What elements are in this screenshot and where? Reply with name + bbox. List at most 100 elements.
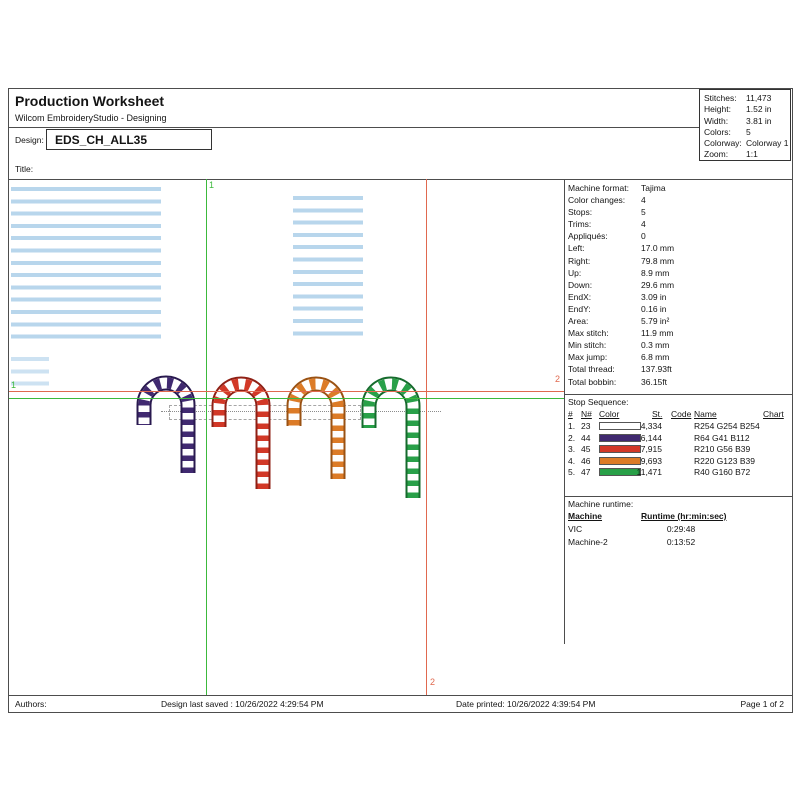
faint-design-info-small — [11, 357, 49, 391]
thread-color-swatch — [599, 456, 641, 465]
stop-row-stitches: 7,915 — [640, 444, 662, 455]
machine-info-label: Right: — [568, 255, 591, 266]
candy-cane-green — [361, 376, 421, 498]
machine-info-row: Color changes: 4 — [568, 195, 792, 207]
stop-row-number: 1. — [568, 421, 576, 431]
content-divider — [9, 179, 792, 180]
summary-label: Colors: — [704, 126, 731, 137]
summary-row: Height: 1.52 in — [700, 104, 790, 115]
stop-col-st: St. — [652, 409, 663, 419]
machine-info-label: Color changes: — [568, 195, 626, 206]
footer-divider — [9, 695, 792, 696]
machine-info-row: Down: 29.6 mm — [568, 280, 792, 292]
machine-info-value: 3.09 in — [641, 291, 667, 302]
machine-info-label: Total thread: — [568, 364, 615, 375]
machine-info-row: EndX: 3.09 in — [568, 292, 792, 304]
stop-sequence-row: 4. 46 9,693 R220 G123 B39 — [568, 456, 792, 468]
stop-row-color-name: R220 G123 B39 — [694, 455, 755, 466]
stop-row-number: 5. — [568, 467, 576, 478]
stop-sequence-row: 5. 47 11,471 R40 G160 B72 — [568, 467, 792, 479]
summary-label: Stitches: — [704, 93, 737, 103]
title-label: Title: — [15, 164, 34, 174]
stop-sequence-title: Stop Sequence: — [568, 397, 629, 407]
machine-info-row: EndY: 0.16 in — [568, 304, 792, 316]
summary-row: Stitches: 11,473 — [700, 93, 790, 104]
machine-info-row: Up: 8.9 mm — [568, 268, 792, 280]
thread-color-swatch — [599, 468, 641, 477]
machine-info-value: 8.9 mm — [641, 267, 670, 278]
candy-cane-orange — [286, 376, 346, 479]
machine-info-label: Min stitch: — [568, 340, 607, 351]
machine-info-value: 11.9 mm — [641, 328, 674, 339]
summary-label: Width: — [704, 115, 729, 126]
stop-row-stitches: 4,334 — [640, 421, 662, 431]
machine-info-row: Max jump: 6.8 mm — [568, 352, 792, 364]
machine-info-row: Left: 17.0 mm — [568, 243, 792, 255]
stop-sequence-row: 1. 23 4,334 R254 G254 B254 — [568, 421, 792, 433]
stop-col-num: # — [568, 409, 573, 419]
date-printed-text: Date printed: 10/26/2022 4:39:54 PM — [456, 699, 596, 709]
stop-row-stitches: 6,144 — [640, 432, 662, 443]
machine-info-label: Max stitch: — [568, 328, 609, 339]
stop-col-n: N# — [581, 409, 592, 419]
runtime-col-runtime: Runtime (hr:min:sec) — [641, 511, 727, 521]
stop-col-code: Code — [671, 409, 692, 419]
authors-label: Authors: — [15, 699, 47, 709]
summary-label: Colorway: — [704, 138, 742, 149]
machine-info-label: Stops: — [568, 207, 593, 218]
thread-color-swatch — [599, 422, 641, 430]
machine-info-row: Total thread: 137.93ft — [568, 364, 792, 376]
page-subtitle: Wilcom EmbroideryStudio - Designing — [15, 113, 167, 123]
machine-info-value: 6.8 mm — [641, 352, 670, 363]
summary-row: Width: 3.81 in — [700, 116, 790, 127]
machine-info-row: Max stitch: 11.9 mm — [568, 328, 792, 340]
machine-info-label: EndX: — [568, 291, 592, 302]
stop-row-stitches: 9,693 — [640, 455, 662, 466]
machine-info-row: Machine format: Tajima — [568, 183, 792, 195]
machine-info-label: Max jump: — [568, 352, 608, 363]
stop-sequence-row: 3. 45 7,915 R210 G56 B39 — [568, 444, 792, 456]
guide-2-vertical-line — [426, 179, 427, 695]
embroidery-design-canvas — [136, 375, 421, 498]
runtime-value: 0:29:48 — [666, 524, 696, 534]
page-title: Production Worksheet — [15, 93, 165, 109]
machine-info-label: Trims: — [568, 219, 592, 230]
panel-divider — [564, 179, 565, 644]
design-name-box: EDS_CH_ALL35 — [46, 129, 212, 150]
stop-row-number: 3. — [568, 444, 576, 455]
machine-info-label: Down: — [568, 279, 593, 290]
machine-info-row: Appliqués: 0 — [568, 231, 792, 243]
candy-cane-red — [211, 376, 271, 489]
stop-row-color-name: R40 G160 B72 — [694, 467, 751, 478]
last-saved-text: Design last saved : 10/26/2022 4:29:54 P… — [161, 699, 324, 709]
design-label: Design: — [15, 135, 44, 145]
machine-info-value: 137.93ft — [641, 364, 672, 375]
summary-value: 3.81 in — [746, 115, 772, 126]
stop-row-needle: 46 — [581, 455, 591, 466]
summary-value: 1:1 — [746, 149, 758, 160]
machine-runtime-title: Machine runtime: — [568, 499, 634, 509]
stop-row-needle: 44 — [581, 432, 591, 443]
page-number: Page 1 of 2 — [740, 699, 784, 709]
stop-row-needle: 47 — [581, 467, 591, 478]
guide-2-horizontal-line — [9, 391, 565, 392]
machine-info-value: Tajima — [641, 183, 666, 193]
machine-info-value: 4 — [641, 219, 646, 230]
machine-info-label: Machine format: — [568, 183, 629, 193]
stop-col-chart: Chart — [763, 409, 784, 419]
machine-info-label: Left: — [568, 243, 585, 254]
stop-row-needle: 23 — [581, 421, 591, 431]
machine-info-value: 5 — [641, 207, 646, 218]
faint-design-info-left — [11, 187, 161, 347]
design-preview-area: 1 1 2 2 — [9, 179, 565, 695]
stop-row-number: 2. — [568, 432, 576, 443]
machine-info-value: 5.79 in² — [641, 316, 670, 327]
thread-color-swatch — [599, 445, 641, 454]
runtime-value: 0:13:52 — [666, 537, 696, 547]
summary-row: Colorway: Colorway 1 — [700, 138, 790, 149]
summary-row: Zoom: 1:1 — [700, 149, 790, 160]
stop-row-color-name: R64 G41 B112 — [694, 432, 750, 443]
guide-1-vertical-line — [206, 179, 207, 695]
machine-info-value: 29.6 mm — [641, 279, 675, 290]
